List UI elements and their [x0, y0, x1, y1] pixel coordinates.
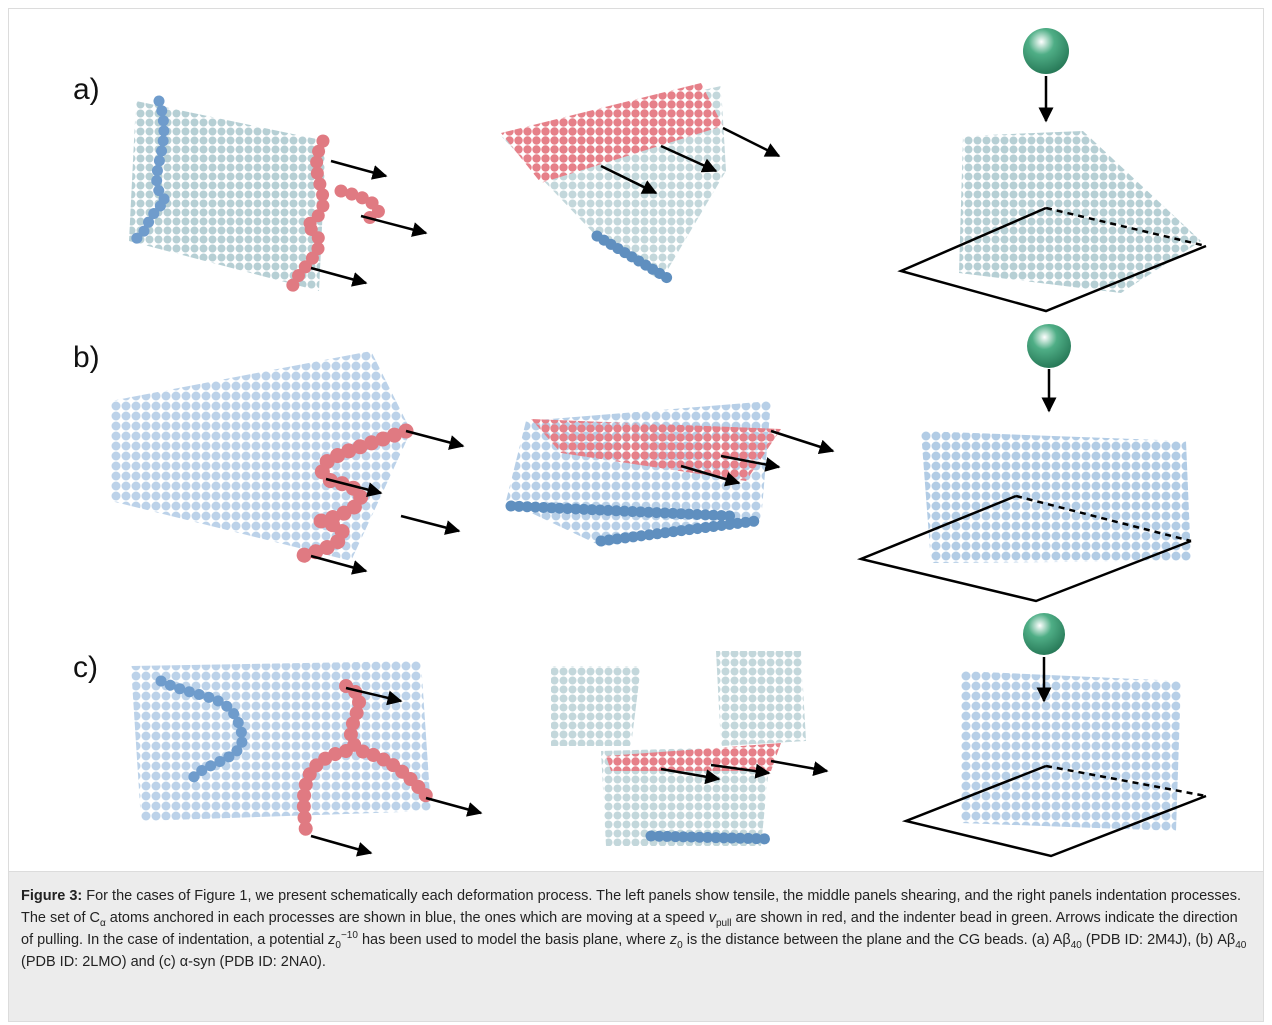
illustration-shape [645, 830, 777, 845]
illustration-shape [345, 686, 403, 706]
illustration-shape [425, 796, 483, 817]
panel-label: c) [73, 651, 98, 684]
illustration-shape [591, 230, 675, 285]
illustration-shape [770, 759, 829, 777]
caption-text: (PDB ID: 2M4J), (b) Aβ [1081, 932, 1236, 948]
figure-graphic: a) b) c) [73, 28, 1207, 858]
illustration-shape [1023, 28, 1069, 74]
illustration-shape [1045, 764, 1207, 798]
illustration-shape [551, 666, 641, 746]
illustration-shape [400, 514, 461, 535]
illustration-shape [710, 763, 771, 779]
illustration-shape [293, 423, 414, 564]
illustration-shape [111, 351, 411, 561]
caption-text: For the cases of Figure 1, we present sc… [21, 888, 1242, 926]
illustration-shape [155, 675, 248, 787]
base-planes [856, 206, 1207, 858]
illustration-shape [897, 206, 1207, 313]
caption: Figure 3: For the cases of Figure 1, we … [8, 871, 1264, 1022]
illustration-shape [720, 454, 781, 472]
illustration-shape [330, 159, 388, 180]
caption-subscript: α [99, 917, 106, 929]
illustration-shape [505, 500, 762, 547]
illustration-shape [405, 429, 465, 450]
caption-subscript: 40 [1235, 939, 1247, 951]
caption-symbol: z [669, 932, 678, 948]
caption-subscript: 40 [1070, 939, 1082, 951]
illustration-shape [501, 83, 723, 183]
illustration-shape [310, 834, 373, 857]
caption-text: is the distance between the plane and th… [682, 932, 1071, 948]
illustration-shape [680, 464, 741, 487]
caption-superscript: −10 [340, 930, 358, 942]
illustration-shape [1015, 494, 1192, 543]
illustration-shape [770, 429, 835, 454]
illustration-shape [722, 126, 781, 158]
illustration-shape [1045, 206, 1207, 248]
caption-subscript: 0 [335, 939, 341, 951]
illustration-shape [310, 554, 368, 575]
illustration-shape [1023, 613, 1065, 655]
illustration-shape [129, 101, 326, 291]
illustration-shape [123, 95, 175, 247]
caption-text: (PDB ID: 2LMO) and (c) α-syn (PDB ID: 2N… [21, 954, 326, 970]
caption-text: are shown in red, and the indenter bead … [21, 910, 1238, 948]
illustration-shape [606, 743, 781, 771]
illustration-shape [310, 266, 368, 287]
illustration-shape [600, 164, 658, 195]
illustration-shape [325, 477, 383, 497]
caption-symbol: v [708, 910, 716, 926]
illustration-shape [901, 764, 1207, 858]
caption-subscript: 0 [677, 939, 683, 951]
illustration-shape [921, 431, 1191, 563]
caption-subscript: pull [715, 917, 732, 929]
illustration-shape [961, 671, 1181, 831]
molecule-renderings [111, 83, 1201, 846]
illustration-shape [296, 679, 438, 838]
illustration-shape [660, 767, 721, 785]
figure: a) b) c) [8, 8, 1264, 871]
panel-label: b) [73, 341, 100, 374]
indenters [1023, 28, 1071, 655]
illustration-shape [1027, 324, 1071, 368]
illustration-shape [360, 214, 428, 237]
caption-text: atoms anchored in each processes are sho… [105, 910, 709, 926]
pull-arrows [310, 76, 1057, 857]
caption-text: has been used to model the basis plane, … [357, 932, 670, 948]
illustration-shape [660, 144, 718, 173]
illustration-shape [856, 494, 1192, 603]
panel-label: a) [73, 73, 100, 106]
illustration-shape [531, 419, 781, 481]
caption-label: Figure 3: [21, 888, 83, 904]
illustration-shape [716, 651, 806, 746]
caption-symbol: z [328, 932, 336, 948]
panel-labels: a) b) c) [73, 73, 100, 684]
illustration-shape [959, 131, 1201, 293]
